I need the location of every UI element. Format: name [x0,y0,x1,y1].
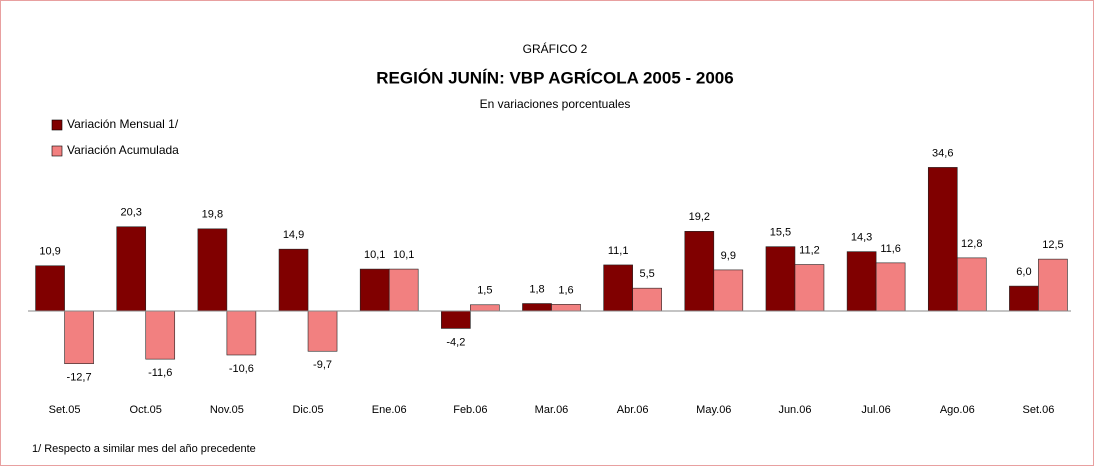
data-label: 12,8 [961,238,982,250]
bar [794,264,825,312]
data-label: -12,7 [67,372,92,384]
data-label: 14,3 [851,232,872,244]
data-label: 1,5 [477,285,492,297]
x-tick-label: Feb.06 [453,404,487,416]
bar [551,304,581,312]
footnote: 1/ Respecto a similar mes del año preced… [32,443,256,455]
chart-pretitle: GRÁFICO 2 [523,41,588,56]
data-label: 11,2 [799,244,820,256]
bar [441,310,471,329]
bar [765,246,796,312]
data-label: 12,5 [1042,239,1063,251]
bar [713,269,744,312]
x-tick-label: Jun.06 [778,404,811,416]
bar [956,257,987,312]
bar [603,264,633,312]
data-label: 5,5 [640,268,655,280]
data-label: -10,6 [229,363,254,375]
bar [35,265,65,312]
bar [226,310,257,356]
bar [522,303,552,312]
data-label: 19,2 [689,211,710,223]
x-tick-label: Dic.05 [292,404,323,416]
bar [197,228,228,312]
bar [684,231,715,312]
data-label: 34,6 [932,147,953,159]
chart-title: REGIÓN JUNÍN: VBP AGRÍCOLA 2005 - 2006 [376,68,733,87]
data-label: 11,6 [880,243,901,255]
chart-subtitle: En variaciones porcentuales [480,97,631,111]
bar [927,167,958,312]
legend-label: Variación Mensual 1/ [67,117,179,131]
bar [388,268,419,312]
data-label: -9,7 [313,359,332,371]
legend-swatch [51,119,63,131]
bar [632,287,662,312]
data-label: 1,6 [558,284,573,296]
x-tick-label: Mar.06 [535,404,569,416]
x-tick-label: Set.06 [1023,404,1055,416]
bar [846,251,877,312]
data-label: 19,8 [202,209,223,221]
bar [470,304,500,312]
x-tick-label: Set.05 [49,404,81,416]
data-label: 6,0 [1016,266,1031,278]
data-label: 10,1 [393,249,414,261]
data-label: -11,6 [148,367,172,379]
legend-swatch [51,145,63,157]
data-label: 14,9 [283,229,304,241]
x-tick-label: Ene.06 [372,404,407,416]
x-tick-label: Jul.06 [861,404,890,416]
bar [875,262,906,312]
x-tick-label: Nov.05 [210,404,244,416]
data-label: 9,9 [721,250,736,262]
x-tick-label: Oct.05 [130,404,162,416]
bar [145,310,176,360]
data-label: 15,5 [770,227,791,239]
bar [1009,285,1039,312]
bar [1038,258,1068,312]
data-label: 11,1 [608,245,629,257]
bar [116,226,147,312]
data-label: -4,2 [446,336,465,348]
bar [278,248,309,312]
x-tick-label: Ago.06 [940,404,975,416]
data-label: 10,9 [39,246,60,258]
legend-label: Variación Acumulada [67,143,179,157]
bar [359,268,390,312]
data-label: 20,3 [121,207,142,219]
data-label: 10,1 [364,249,385,261]
x-tick-label: Abr.06 [617,404,649,416]
bar [307,310,338,352]
bar [64,310,94,365]
data-label: 1,8 [529,283,544,295]
x-tick-label: May.06 [696,404,731,416]
